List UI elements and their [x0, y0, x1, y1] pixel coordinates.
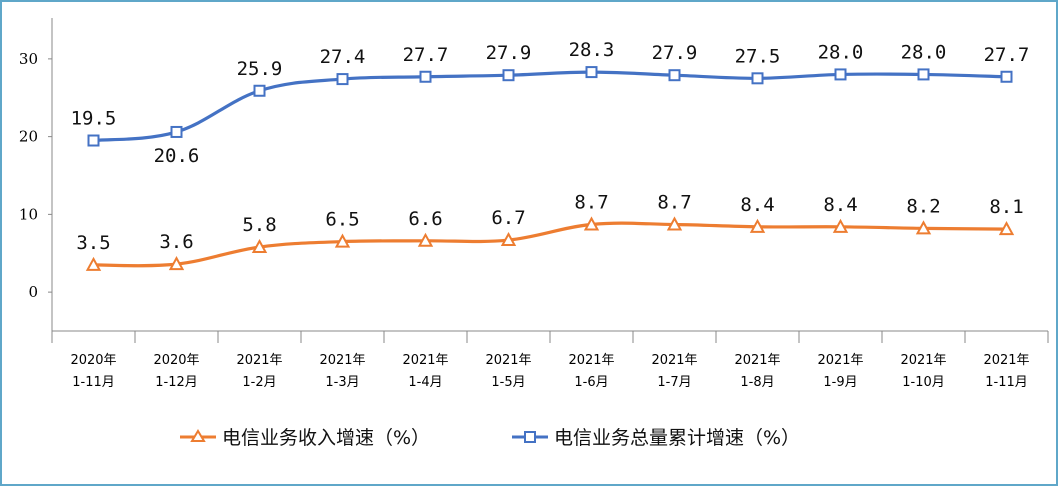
series-line: [93, 70, 1007, 143]
data-label: 27.5: [735, 45, 781, 67]
x-tick-label: 1-11月: [985, 375, 1028, 390]
legend-label-volume: 电信业务总量累计增速（%）: [554, 427, 800, 449]
data-label: 5.8: [242, 214, 276, 236]
legend-label-revenue: 电信业务收入增速（%）: [222, 427, 430, 449]
data-point-triangle: [85, 256, 102, 271]
x-tick-label: 2021年: [236, 353, 282, 368]
data-label: 27.7: [403, 44, 449, 66]
data-point-triangle: [500, 231, 517, 247]
data-point-square: [253, 84, 266, 97]
data-label: 8.4: [740, 194, 774, 216]
data-label: 6.5: [325, 209, 359, 231]
x-tick-label: 2020年: [70, 353, 116, 368]
x-tick-label: 1-7月: [657, 375, 691, 390]
x-tick-label: 2021年: [983, 353, 1029, 368]
x-tick-label: 1-11月: [72, 375, 115, 390]
data-label: 27.9: [652, 42, 698, 64]
data-point-triangle: [749, 218, 766, 233]
data-point-square: [87, 134, 100, 147]
data-label: 19.5: [71, 108, 117, 130]
data-point-square: [502, 69, 515, 82]
data-point-triangle: [832, 218, 849, 233]
data-label: 8.7: [574, 191, 608, 213]
y-tick-label: 0: [28, 283, 38, 301]
data-point-square: [1000, 70, 1013, 83]
data-label: 8.4: [823, 194, 857, 216]
x-tick-label: 1-4月: [408, 375, 442, 390]
x-tick-label: 2021年: [817, 353, 863, 368]
x-tick-label: 1-5月: [491, 375, 525, 390]
x-tick-label: 2021年: [485, 353, 531, 368]
data-point-triangle: [251, 238, 268, 254]
x-tick-label: 1-10月: [902, 375, 945, 390]
data-label: 6.6: [408, 208, 442, 230]
data-label: 3.6: [159, 231, 193, 253]
y-tick-label: 10: [19, 205, 38, 223]
x-tick-label: 2021年: [734, 353, 780, 368]
data-point-square: [917, 68, 930, 81]
data-label: 28.0: [901, 41, 947, 63]
x-tick-label: 2021年: [900, 353, 946, 368]
data-point-square: [419, 70, 432, 83]
legend-item-revenue: 电信业务收入增速（%）: [180, 427, 430, 449]
x-tick-label: 2021年: [651, 353, 697, 368]
data-label: 27.9: [486, 42, 532, 64]
data-label: 8.7: [657, 191, 691, 213]
x-tick-label: 2020年: [153, 353, 199, 368]
legend-square-marker: [524, 431, 536, 443]
data-point-triangle: [417, 232, 434, 247]
data-point-triangle: [583, 216, 600, 231]
data-label: 3.5: [76, 232, 110, 254]
x-tick-label: 1-3月: [325, 375, 359, 390]
data-point-triangle: [666, 216, 683, 231]
data-label: 8.1: [989, 196, 1023, 218]
data-label: 27.4: [320, 46, 366, 68]
x-tick-label: 2021年: [402, 353, 448, 368]
data-label: 25.9: [237, 58, 283, 80]
data-point-square: [585, 66, 598, 79]
x-tick-label: 2021年: [568, 353, 614, 368]
legend-triangle-marker: [190, 429, 206, 442]
x-tick-label: 1-12月: [155, 375, 198, 390]
data-point-triangle: [334, 233, 351, 248]
data-point-triangle: [915, 220, 932, 235]
data-point-square: [336, 73, 349, 86]
data-point-square: [668, 69, 681, 82]
legend: 电信业务收入增速（%） 电信业务总量累计增速（%）: [180, 427, 800, 449]
data-label: 28.0: [818, 41, 864, 63]
x-tick-label: 1-9月: [823, 375, 857, 390]
series-layer: 3.5 3.6 5.8 6.5 6.6 6.7 8.7 8.7 8.4 8.4 8.2 8.1 19.5…: [71, 39, 1030, 271]
y-tick-label: 20: [19, 128, 38, 146]
series-line: [93, 221, 1007, 268]
legend-item-volume: 电信业务总量累计增速（%）: [512, 427, 800, 449]
data-label: 20.6: [154, 145, 200, 167]
data-point-square: [170, 125, 183, 138]
data-label: 28.3: [569, 39, 615, 61]
x-tick-label: 1-8月: [740, 375, 774, 390]
x-tick-label: 1-6月: [574, 375, 608, 390]
y-tick-label: 30: [19, 50, 38, 68]
data-point-triangle: [998, 221, 1015, 236]
axes: 0 10 20 30 2020年 1-11月 2020年 1-12月 2021年 1-2月 2021…: [19, 18, 1049, 390]
data-label: 27.7: [984, 44, 1030, 66]
data-point-triangle: [168, 256, 185, 271]
x-tick-label: 2021年: [319, 353, 365, 368]
data-point-square: [834, 68, 847, 81]
data-label: 6.7: [491, 207, 525, 229]
data-point-square: [751, 72, 764, 85]
x-tick-label: 1-2月: [242, 375, 276, 390]
data-label: 8.2: [906, 195, 940, 217]
